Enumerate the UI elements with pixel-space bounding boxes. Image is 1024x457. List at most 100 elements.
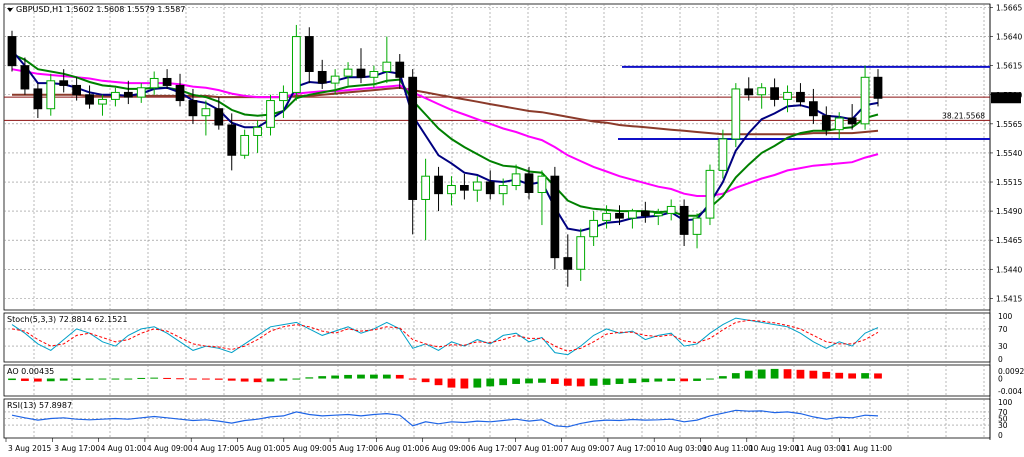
ao-bar: [796, 369, 805, 379]
ao-bar: [744, 370, 753, 379]
candle-body: [33, 88, 43, 110]
ao-bar: [654, 378, 663, 382]
ao-bar: [861, 373, 869, 379]
ao-bar: [344, 374, 352, 379]
candle-body: [304, 36, 314, 72]
candle-body: [240, 134, 250, 156]
x-tick-label: 10 Aug 19:00: [749, 444, 800, 453]
x-tick-label: 11 Aug 03:00: [795, 444, 846, 453]
ao-bar: [783, 369, 792, 379]
ema-fast-line: [11, 49, 879, 232]
candle-body: [291, 36, 301, 93]
ao-bar: [318, 376, 327, 379]
ao-bar: [253, 378, 262, 383]
candle-body: [175, 84, 185, 102]
ao-bar: [395, 374, 404, 379]
candle-body: [266, 100, 275, 128]
y-tick-label: 1.5540: [996, 149, 1022, 158]
candle-body: [498, 185, 508, 195]
candle-body: [563, 257, 573, 270]
rsi-tick-label: 30: [998, 421, 1008, 430]
ao-bar: [473, 378, 482, 388]
x-tick-label: 7 Aug 01:00: [517, 444, 563, 453]
ao-bar: [680, 378, 688, 382]
ao-bar: [124, 378, 133, 380]
candle-body: [395, 61, 405, 78]
rsi-tick-label: 100: [998, 398, 1013, 407]
ao-bar: [137, 377, 146, 379]
candle-body: [770, 87, 779, 100]
ao-bar: [59, 378, 68, 381]
candle-body: [382, 61, 392, 72]
candle-body: [666, 205, 676, 214]
ao-bar: [460, 378, 469, 389]
candle-body: [7, 36, 17, 67]
candle-body: [136, 87, 146, 98]
candle-body: [20, 65, 30, 90]
ao-bar: [693, 378, 701, 381]
candle-body: [692, 217, 702, 235]
candle-body: [537, 175, 547, 193]
rsi-line: [11, 409, 879, 428]
candle-body: [847, 117, 857, 125]
ao-bar: [111, 378, 120, 380]
candle-body: [98, 98, 107, 105]
ao-bar: [331, 375, 340, 379]
candle-body: [279, 91, 288, 102]
candle-body: [783, 91, 792, 100]
ao-bar: [835, 372, 844, 379]
candle-body: [485, 181, 495, 195]
x-tick-label: 4 Aug 01:00: [101, 444, 147, 453]
candle-body: [524, 173, 534, 193]
candle-body: [369, 70, 379, 78]
ao-tick-label: -0.004: [998, 387, 1022, 396]
candle-body: [589, 219, 599, 238]
ao-label: AO 0.00435: [7, 367, 54, 376]
x-tick-label: 3 Aug 17:00: [54, 444, 100, 453]
candle-body: [317, 70, 327, 84]
stoch-tick-label: 70: [998, 325, 1008, 334]
ao-bar: [227, 378, 236, 381]
candle-body: [421, 175, 430, 200]
y-tick-label: 1.5640: [996, 33, 1022, 42]
candle-body: [834, 117, 844, 131]
candle-body: [860, 76, 870, 125]
rsi-tick-label: 70: [998, 408, 1008, 417]
y-tick-label: 1.5615: [996, 62, 1022, 71]
stoch-label: Stoch(5,3,3) 72.8814 62.1521: [7, 315, 127, 324]
ao-bar: [214, 378, 223, 380]
x-tick-label: 4 Aug 09:00: [147, 444, 193, 453]
rsi-tick-label: 50: [998, 415, 1008, 424]
candle-body: [162, 77, 172, 86]
ao-bar: [770, 368, 779, 379]
ao-bar: [667, 378, 676, 381]
candle-body: [253, 126, 262, 136]
x-tick-label: 10 Aug 11:00: [703, 444, 754, 453]
candle-body: [718, 138, 728, 171]
ao-bar: [757, 369, 766, 379]
ao-tick-label: 0.0092: [998, 367, 1024, 376]
candle-body: [111, 91, 120, 100]
stoch-d-line: [11, 319, 879, 352]
ao-bar: [408, 378, 417, 380]
candle-body: [744, 88, 754, 96]
ao-bar: [731, 373, 740, 379]
y-tick-label: 1.5515: [996, 178, 1022, 187]
y-tick-label: 1.5565: [996, 120, 1022, 129]
ao-bar: [46, 378, 55, 382]
candle-body: [85, 94, 94, 105]
candle-body: [511, 173, 521, 187]
current-price-tag: [991, 92, 1021, 104]
ao-bar: [512, 378, 520, 384]
candle-body: [576, 236, 586, 270]
ao-bar: [176, 378, 184, 380]
panel-ao: [3, 364, 991, 397]
ao-bar: [822, 371, 831, 379]
ao-bar: [576, 378, 585, 387]
ao-bar: [550, 378, 559, 384]
x-tick-label: 5 Aug 17:00: [332, 444, 378, 453]
ao-bar: [21, 378, 29, 381]
ao-bar: [85, 378, 94, 380]
